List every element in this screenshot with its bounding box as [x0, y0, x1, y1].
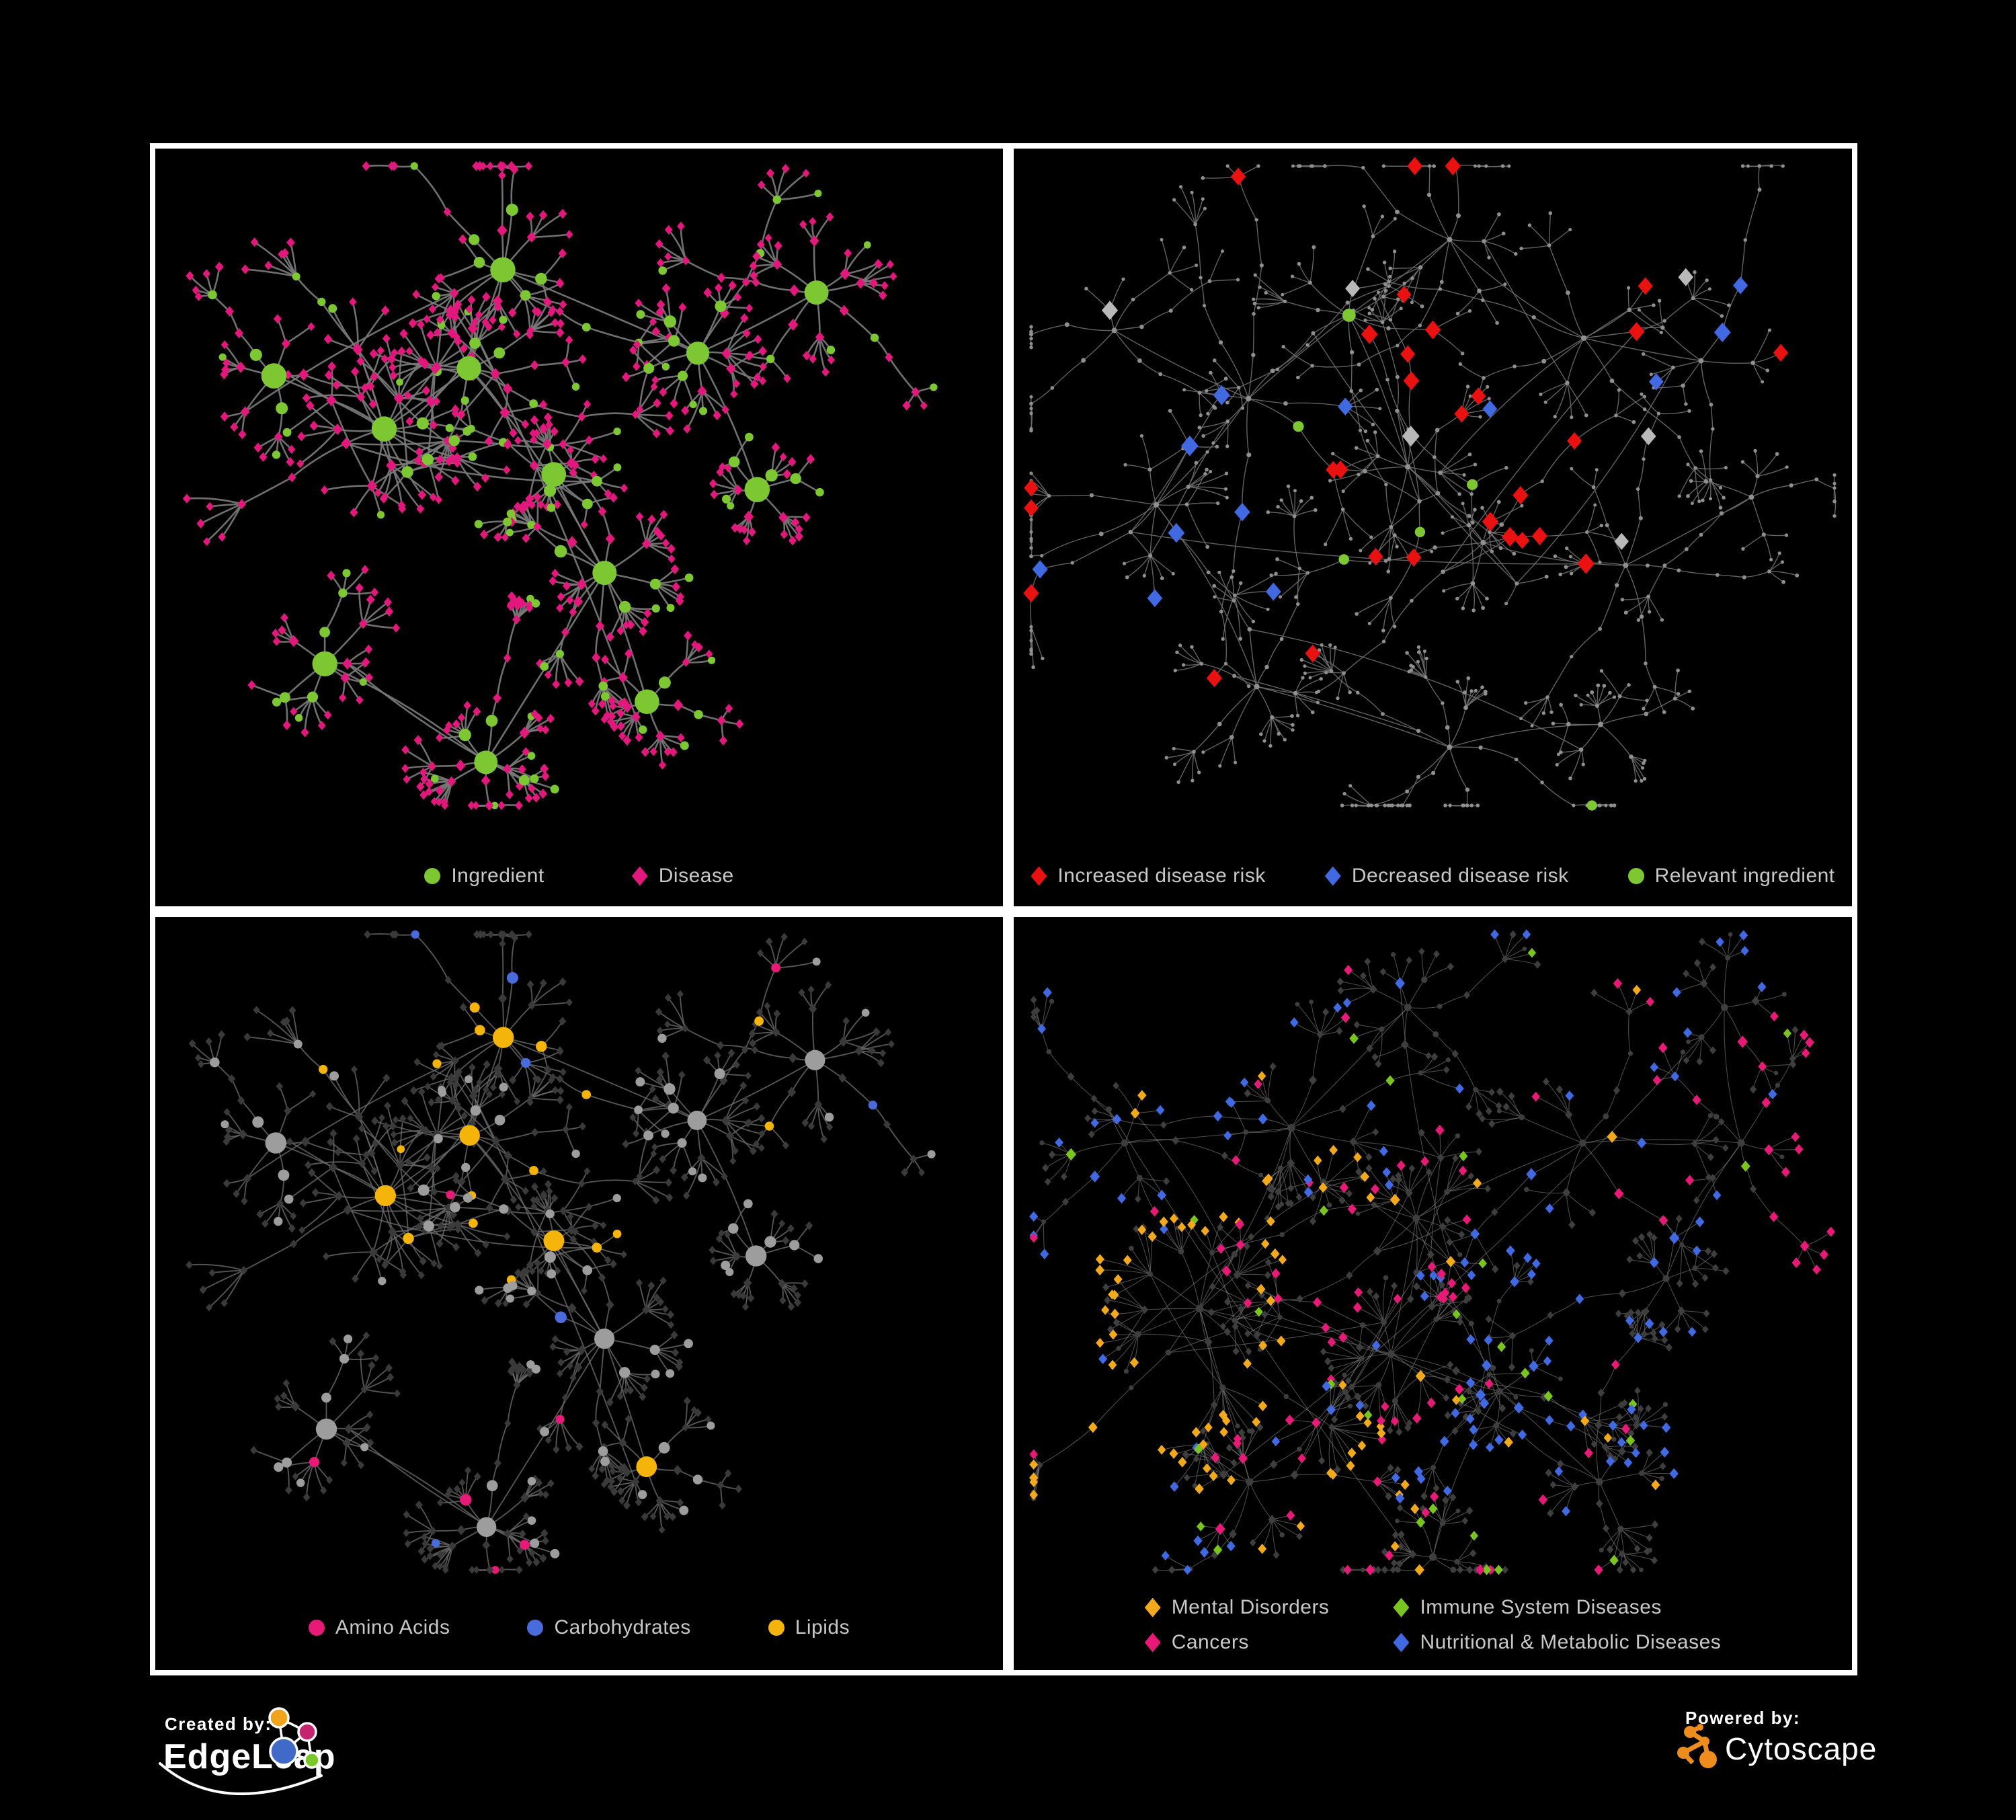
panel-ingredient-classes: Amino Acids Carbohydrates Lipids [150, 912, 1008, 1675]
legend-item-decreased-risk: Decreased disease risk [1324, 865, 1569, 887]
lipids-circle-icon [768, 1620, 784, 1636]
nutritional-metabolic-diamond-icon [1393, 1632, 1410, 1653]
legend-label-amino-acids: Amino Acids [335, 1616, 450, 1638]
cancers-diamond-icon [1144, 1632, 1161, 1653]
panel-ingredient-disease: Ingredient Disease [150, 143, 1008, 912]
legend-item-mental-disorders: Mental Disorders [1144, 1596, 1330, 1619]
ingredient-circle-icon [424, 868, 441, 884]
legend-label-nutritional-metabolic: Nutritional & Metabolic Diseases [1420, 1631, 1722, 1653]
legend-disease-risk: Increased disease risk Decreased disease… [1014, 865, 1852, 887]
network-graph-ingredient-disease [182, 161, 938, 811]
legend-label-ingredient: Ingredient [451, 865, 545, 887]
immune-diseases-diamond-icon [1393, 1597, 1410, 1618]
disease-diamond-icon [631, 866, 648, 886]
legend-item-disease: Disease [631, 865, 734, 887]
legend-label-lipids: Lipids [795, 1616, 850, 1638]
increased-risk-diamond-icon [1031, 866, 1047, 886]
carbohydrates-circle-icon [527, 1620, 544, 1636]
legend-label-relevant-ingredient: Relevant ingredient [1654, 865, 1835, 887]
cytoscape-wordmark: Cytoscape [1725, 1731, 1878, 1766]
network-graph-disease-classes [1029, 929, 1835, 1576]
panel-disease-classes: Mental Disorders Immune System Diseases … [1008, 912, 1857, 1675]
created-by-label: Created by: [165, 1714, 272, 1734]
edgeleap-logo-icon [159, 1707, 323, 1795]
legend-item-relevant-ingredient: Relevant ingredient [1627, 865, 1835, 887]
legend-item-lipids: Lipids [768, 1616, 850, 1639]
legend-item-ingredient: Ingredient [424, 865, 544, 887]
legend-item-nutritional-metabolic: Nutritional & Metabolic Diseases [1393, 1631, 1721, 1654]
powered-by-label: Powered by: [1685, 1708, 1801, 1728]
relevant-ingredient-circle-icon [1627, 868, 1644, 884]
legend-disease-classes: Mental Disorders Immune System Diseases … [1014, 1596, 1852, 1654]
legend-label-carbohydrates: Carbohydrates [554, 1616, 691, 1638]
legend-label-cancers: Cancers [1171, 1631, 1249, 1653]
legend-item-amino-acids: Amino Acids [308, 1616, 450, 1639]
legend-item-carbohydrates: Carbohydrates [527, 1616, 690, 1639]
mental-disorders-diamond-icon [1144, 1597, 1161, 1618]
legend-label-disease: Disease [658, 865, 734, 887]
network-graph-disease-risk [1023, 157, 1837, 811]
legend-label-immune-diseases: Immune System Diseases [1420, 1596, 1662, 1618]
decreased-risk-diamond-icon [1324, 866, 1341, 886]
legend-label-decreased-risk: Decreased disease risk [1351, 865, 1569, 887]
cytoscape-logo-icon [1677, 1724, 1717, 1768]
network-graph-ingredient-classes [186, 930, 936, 1575]
legend-ingredient-disease: Ingredient Disease [155, 865, 1003, 887]
legend-item-cancers: Cancers [1144, 1631, 1330, 1654]
amino-acids-circle-icon [308, 1620, 325, 1636]
legend-item-immune-diseases: Immune System Diseases [1393, 1596, 1721, 1619]
panel-disease-risk: Increased disease risk Decreased disease… [1008, 143, 1857, 912]
legend-item-increased-risk: Increased disease risk [1031, 865, 1265, 887]
legend-label-increased-risk: Increased disease risk [1057, 865, 1266, 887]
legend-label-mental-disorders: Mental Disorders [1171, 1596, 1330, 1618]
legend-ingredient-classes: Amino Acids Carbohydrates Lipids [155, 1616, 1003, 1639]
